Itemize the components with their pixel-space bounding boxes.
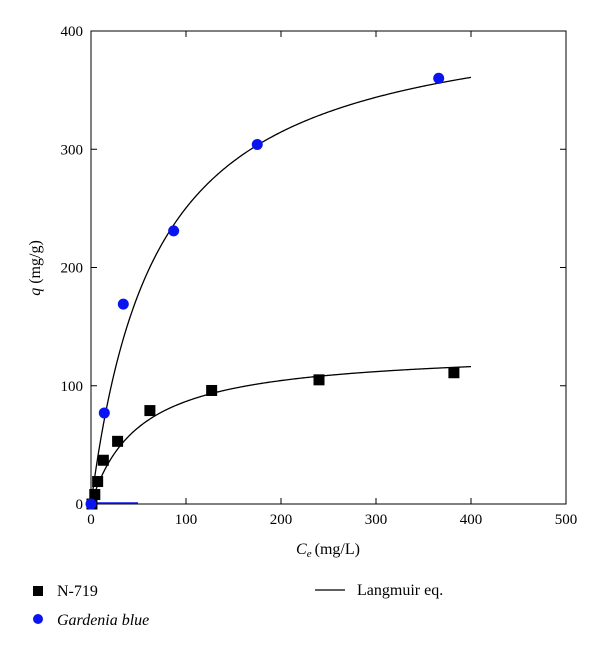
gardenia-blue-point bbox=[98, 407, 110, 419]
x-axis-label: Ce (mg/L) bbox=[296, 541, 360, 560]
gardenia-blue-point bbox=[168, 225, 180, 237]
x-tick-label: 200 bbox=[270, 512, 293, 528]
legend-n719-marker bbox=[33, 586, 43, 596]
legend-langmuir-label: Langmuir eq. bbox=[357, 582, 443, 599]
langmuir-fit-line-1 bbox=[90, 365, 472, 505]
gardenia-blue-point bbox=[433, 72, 445, 84]
n-719-point bbox=[92, 476, 104, 488]
n-719-point bbox=[144, 405, 156, 417]
x-tick-label: 500 bbox=[555, 512, 578, 528]
y-axis-label-unit: (mg/g) bbox=[27, 240, 44, 284]
plot-frame bbox=[90, 30, 567, 505]
gardenia-blue-point bbox=[251, 139, 263, 151]
gardenia-blue-point bbox=[85, 498, 97, 510]
y-tick-label: 300 bbox=[61, 142, 84, 158]
y-tick-label: 100 bbox=[61, 379, 84, 395]
x-tick-label: 300 bbox=[365, 512, 388, 528]
y-axis-label-symbol: q bbox=[27, 288, 44, 296]
x-axis-label-unit: (mg/L) bbox=[315, 541, 360, 558]
n-719-point bbox=[89, 489, 101, 501]
x-tick-label: 400 bbox=[460, 512, 483, 528]
legend-n719-label: N-719 bbox=[57, 583, 98, 600]
n-719-point bbox=[112, 435, 124, 447]
n-719-point bbox=[206, 384, 218, 396]
x-tick-label: 100 bbox=[175, 512, 198, 528]
y-tick-label: 200 bbox=[61, 261, 84, 277]
legend-gardenia-blue-label: Gardenia blue bbox=[57, 612, 149, 629]
y-tick-label: 0 bbox=[76, 497, 84, 513]
n-719-point bbox=[313, 374, 325, 386]
gardenia-blue-point bbox=[117, 298, 129, 310]
axis-ticks: 0 100 200 300 400 500 0 100 200 300 400 bbox=[61, 24, 578, 528]
n-719-point bbox=[97, 454, 109, 466]
langmuir-fit-line-2 bbox=[90, 76, 472, 505]
n-719-point bbox=[448, 367, 460, 379]
x-axis-label-symbol: C bbox=[296, 541, 307, 558]
legend-gardenia-blue-marker bbox=[33, 614, 43, 624]
y-tick-label: 400 bbox=[61, 24, 84, 40]
legend: N-719 Gardenia blue Langmuir eq. bbox=[33, 582, 443, 629]
y-axis-label: q (mg/g) bbox=[27, 240, 44, 296]
x-axis-label-subscript: e bbox=[307, 548, 312, 560]
data-points bbox=[85, 72, 460, 510]
x-tick-label: 0 bbox=[87, 512, 95, 528]
langmuir-fit-lines bbox=[90, 76, 472, 505]
